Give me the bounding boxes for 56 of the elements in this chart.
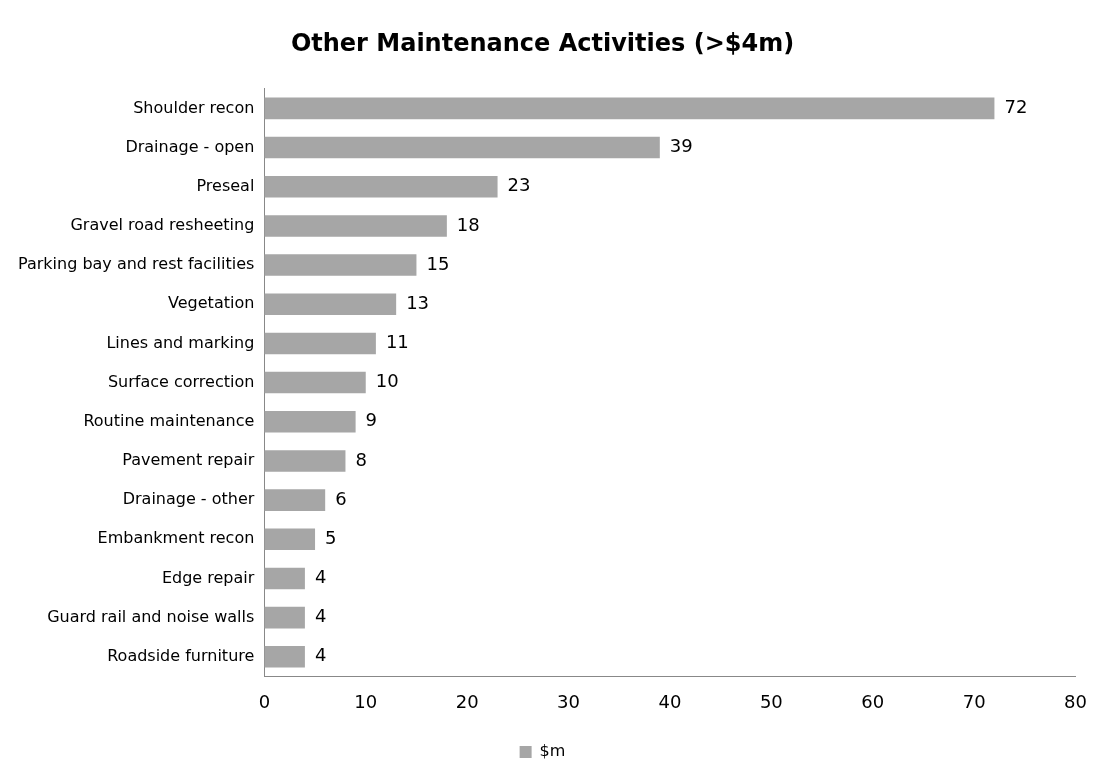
bar	[264, 97, 995, 120]
y-tick-label: Roadside furniture	[107, 645, 255, 665]
x-tick-label: 30	[557, 690, 580, 712]
y-tick-label: Preseal	[196, 175, 255, 195]
data-label: 5	[325, 526, 337, 548]
bar	[264, 411, 356, 433]
bar	[264, 528, 316, 551]
bar	[264, 254, 417, 276]
data-label: 15	[426, 252, 450, 274]
x-tick-label: 50	[759, 690, 783, 712]
data-label: 72	[1004, 96, 1028, 118]
legend-label: $m	[539, 741, 566, 761]
bar	[264, 215, 447, 237]
y-tick-label: Routine maintenance	[83, 410, 255, 430]
bar	[264, 489, 326, 511]
data-label: 23	[507, 174, 531, 196]
bar	[264, 175, 498, 198]
y-tick-label: Lines and marking	[106, 332, 255, 352]
data-label: 9	[365, 409, 378, 431]
bar	[264, 136, 660, 159]
y-tick-label: Gravel road resheeting	[70, 215, 255, 235]
bar	[264, 371, 366, 394]
y-tick-label: Vegetation	[168, 293, 255, 313]
y-tick-label: Drainage - other	[122, 489, 255, 509]
data-label: 18	[456, 213, 480, 235]
data-label: 39	[669, 135, 693, 157]
y-tick-label: Shoulder recon	[133, 97, 255, 117]
x-tick-label: 0	[258, 690, 271, 712]
bar	[264, 293, 397, 316]
data-label: 8	[355, 448, 367, 470]
data-label: 13	[406, 291, 430, 313]
x-tick-label: 20	[455, 690, 479, 712]
x-tick-label: 10	[354, 690, 378, 712]
bar	[264, 332, 376, 355]
bar	[264, 567, 305, 590]
y-tick-label: Embankment recon	[97, 528, 255, 548]
bar	[264, 606, 305, 629]
bar	[264, 450, 346, 472]
data-label: 4	[314, 644, 327, 666]
y-tick-label: Edge repair	[161, 567, 255, 587]
data-label: 4	[314, 566, 327, 588]
x-tick-label: 80	[1064, 690, 1087, 712]
bar	[264, 646, 305, 668]
y-tick-label: Surface correction	[107, 371, 255, 391]
data-label: 10	[375, 370, 399, 392]
y-tick-label: Guard rail and noise walls	[47, 606, 255, 626]
y-tick-label: Drainage - open	[125, 136, 255, 156]
x-tick-label: 40	[658, 690, 682, 712]
y-tick-label: Pavement repair	[122, 450, 255, 470]
x-tick-label: 70	[962, 690, 986, 712]
data-label: 6	[335, 487, 347, 509]
data-label: 11	[385, 331, 409, 353]
x-tick-label: 60	[861, 690, 885, 712]
data-label: 4	[314, 605, 327, 627]
chart-title: Other Maintenance Activities (>$4m)	[290, 28, 795, 57]
y-tick-label: Parking bay and rest facilities	[18, 254, 255, 274]
